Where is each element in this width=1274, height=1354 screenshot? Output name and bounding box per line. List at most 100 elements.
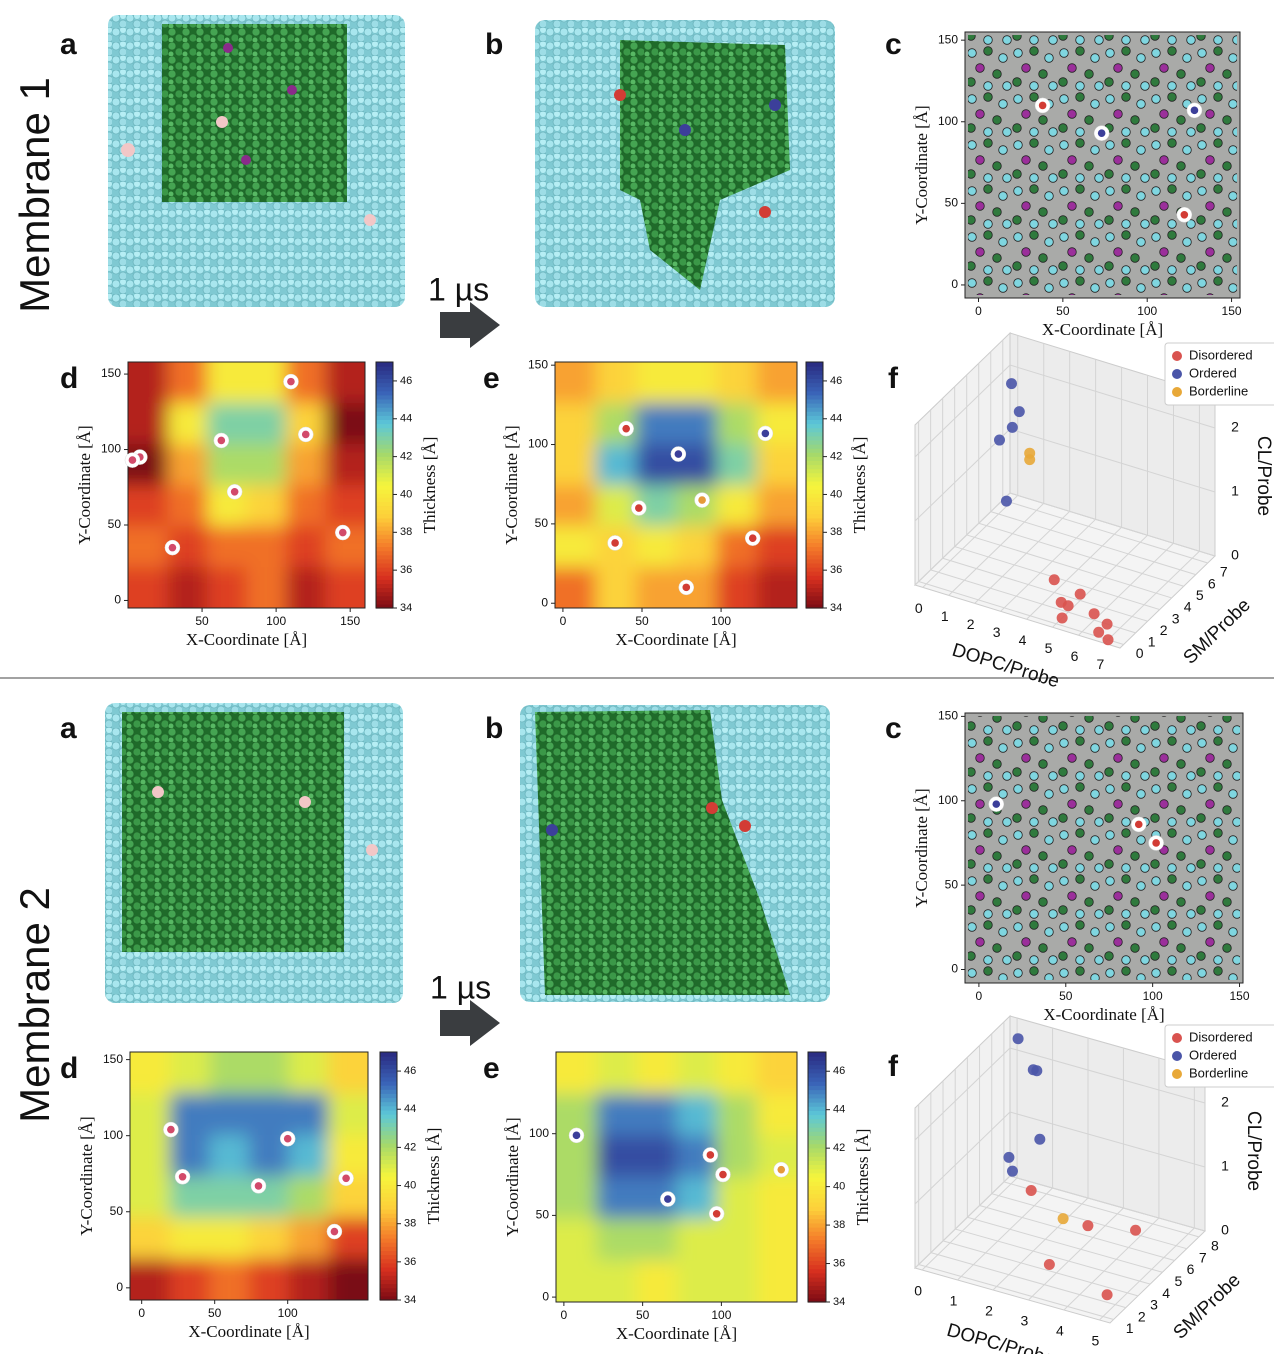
thickness-cell [207, 526, 248, 568]
x-axis-label: X-Coordinate [Å] [188, 1322, 309, 1341]
colorbar-step [806, 587, 823, 593]
colorbar-step [806, 505, 823, 511]
point [1034, 1133, 1046, 1145]
colorbar-step [376, 394, 393, 400]
x-tick-label: 150 [1230, 989, 1250, 1003]
colorbar-step [376, 603, 393, 609]
x-axis-label: X-Coordinate [Å] [616, 1324, 737, 1343]
thickness-cell [555, 444, 597, 486]
y-tick-label: 5 [1174, 1273, 1182, 1289]
probe-center [622, 424, 630, 433]
thickness-cell [756, 1093, 797, 1137]
colorbar-step [808, 1239, 826, 1245]
thickness-cell [716, 567, 758, 608]
probe-center [706, 1151, 715, 1159]
thickness-cell [756, 485, 797, 527]
colorbar-step [376, 476, 393, 482]
grid-line [930, 569, 1136, 634]
colorbar-step [376, 550, 393, 556]
x-tick-label: 0 [914, 1283, 922, 1299]
thickness-cell [325, 403, 365, 445]
panel-letter: e [483, 362, 500, 395]
colorbar-step [808, 1214, 826, 1220]
colorbar-step [808, 1289, 826, 1295]
y-tick-label: 100 [938, 114, 958, 128]
colorbar-step [376, 538, 393, 543]
thickness-cell [249, 1217, 290, 1260]
colorbar-step [808, 1097, 826, 1103]
colorbar-frame [807, 1051, 827, 1303]
colorbar-step [380, 1109, 397, 1115]
colorbar-step [806, 382, 823, 388]
y-tick-label: 6 [1187, 1261, 1195, 1277]
colorbar-step [376, 583, 393, 589]
thickness-cell [130, 1134, 171, 1177]
colorbar-step [376, 366, 393, 371]
thickness-cell [716, 444, 758, 486]
thickness-cell [209, 1052, 250, 1095]
x-tick-label: 0 [975, 304, 982, 318]
y-tick-label: 50 [110, 1204, 124, 1218]
thickness-cell [128, 567, 169, 608]
colorbar-step [808, 1110, 826, 1116]
colorbar-step [808, 1114, 826, 1120]
colorbar-step [376, 542, 393, 548]
panel-letter: a [60, 712, 77, 745]
colorbar-step [380, 1122, 397, 1127]
point [1074, 588, 1086, 600]
thickness-cell [635, 444, 677, 486]
legend-marker [1172, 1051, 1182, 1061]
thickness-cell [716, 485, 758, 527]
colorbar-step [806, 439, 823, 445]
thickness-cell [636, 1218, 678, 1262]
point [1093, 626, 1105, 638]
colorbar-step [380, 1159, 397, 1165]
point [1102, 634, 1114, 646]
colorbar-tick-label: 38 [833, 1219, 845, 1231]
colorbar-step [380, 1283, 397, 1289]
y-tick-label: 0 [541, 595, 548, 609]
thickness-cell [328, 1052, 368, 1095]
colorbar-step [808, 1252, 826, 1257]
x-tick-label: 5 [1091, 1333, 1099, 1349]
panel-letter: d [60, 1052, 78, 1085]
colorbar-step [806, 546, 823, 552]
thickness-cell [596, 1218, 638, 1262]
colorbar-step [806, 427, 823, 433]
grid-line [990, 511, 1196, 576]
probe-center [128, 456, 137, 464]
colorbar-step [380, 1126, 397, 1132]
colorbar-step [806, 366, 823, 371]
colorbar-step [376, 382, 393, 388]
point [1025, 1184, 1037, 1196]
snapshot-a2 [105, 703, 403, 1003]
thickness-cell [167, 485, 208, 527]
contour-field [128, 362, 365, 608]
colorbar-step [808, 1172, 826, 1178]
probe-center [719, 1170, 727, 1179]
colorbar-step [376, 554, 393, 560]
colorbar-step [380, 1176, 397, 1181]
thickness-cell [288, 1093, 330, 1136]
colorbar-tick-label: 34 [404, 1294, 416, 1306]
thickness-cell [596, 1177, 638, 1220]
colorbar-step [380, 1238, 397, 1243]
colorbar-step [808, 1085, 826, 1091]
colorbar-step [380, 1093, 397, 1099]
thickness-cell [286, 526, 327, 568]
thickness-cell [207, 567, 248, 608]
thickness-cell [130, 1258, 171, 1300]
colorbar-step [806, 558, 823, 564]
point [1082, 1220, 1094, 1232]
colorbar-step [376, 456, 393, 461]
x-tick-label: 0 [138, 1306, 145, 1320]
colorbar-tick-label: 40 [833, 1181, 845, 1193]
thickness-cell [169, 1052, 211, 1095]
colorbar-step [808, 1147, 826, 1153]
thickness-cell [288, 1134, 330, 1177]
colorbar-step [808, 1222, 826, 1228]
colorbar-step [380, 1155, 397, 1161]
thickness-cell [246, 567, 287, 608]
colorbar-step [380, 1167, 397, 1173]
thickness-cell [328, 1134, 368, 1177]
